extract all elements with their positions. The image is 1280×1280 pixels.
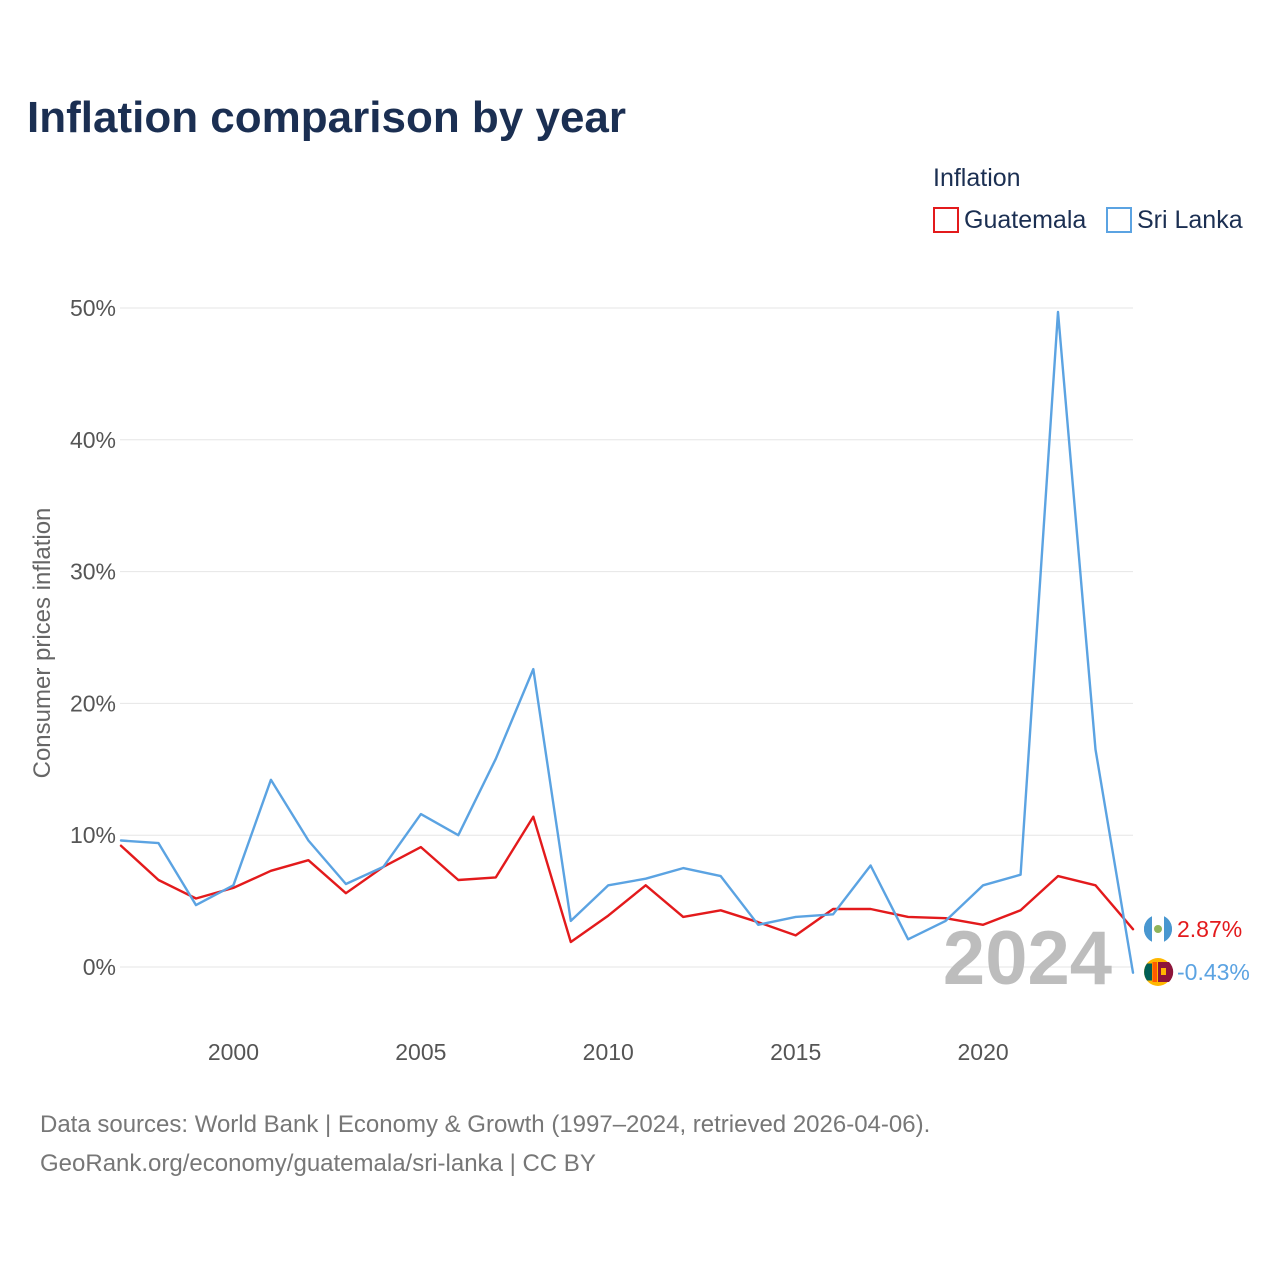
data-point-sri-lanka[interactable] bbox=[756, 922, 761, 927]
y-tick-label: 40% bbox=[70, 427, 116, 453]
y-axis-ticks: 0% 10% 20% 30% 40% 50% bbox=[70, 295, 116, 980]
data-point-sri-lanka[interactable] bbox=[906, 937, 911, 942]
series-layer: 2.87% -0.43% bbox=[119, 309, 1250, 985]
legend-label-guatemala: Guatemala bbox=[964, 206, 1086, 234]
end-value-label-guatemala: 2.87% bbox=[1177, 916, 1242, 942]
data-point-sri-lanka[interactable] bbox=[718, 874, 723, 879]
x-tick-label: 2005 bbox=[395, 1039, 446, 1065]
footer-link[interactable]: GeoRank.org/economy/guatemala/sri-lanka … bbox=[40, 1150, 596, 1177]
y-tick-label: 10% bbox=[70, 822, 116, 848]
data-point-guatemala[interactable] bbox=[1056, 874, 1061, 879]
data-point-guatemala[interactable] bbox=[793, 933, 798, 938]
data-point-sri-lanka[interactable] bbox=[493, 756, 498, 761]
data-point-guatemala[interactable] bbox=[1018, 908, 1023, 913]
data-point-guatemala[interactable] bbox=[981, 922, 986, 927]
data-point-guatemala[interactable] bbox=[119, 843, 124, 848]
flag-guatemala-icon bbox=[1143, 915, 1173, 943]
legend-item-sri-lanka[interactable]: Sri Lanka bbox=[1106, 206, 1243, 234]
chart-title: Inflation comparison by year bbox=[27, 93, 626, 142]
data-point-sri-lanka[interactable] bbox=[231, 883, 236, 888]
data-point-sri-lanka[interactable] bbox=[793, 914, 798, 919]
data-point-guatemala[interactable] bbox=[718, 908, 723, 913]
data-point-sri-lanka[interactable] bbox=[1093, 747, 1098, 752]
gridlines bbox=[120, 307, 1133, 968]
data-point-sri-lanka[interactable] bbox=[1131, 970, 1136, 975]
data-point-guatemala[interactable] bbox=[306, 858, 311, 863]
legend-title: Inflation bbox=[933, 164, 1021, 192]
y-tick-label: 20% bbox=[70, 690, 116, 716]
legend-item-guatemala[interactable]: Guatemala bbox=[933, 206, 1086, 234]
x-tick-label: 2015 bbox=[770, 1039, 821, 1065]
y-tick-label: 50% bbox=[70, 295, 116, 321]
legend-swatch-guatemala bbox=[933, 207, 959, 233]
data-point-sri-lanka[interactable] bbox=[306, 838, 311, 843]
data-point-guatemala[interactable] bbox=[906, 914, 911, 919]
data-point-guatemala[interactable] bbox=[418, 845, 423, 850]
data-point-sri-lanka[interactable] bbox=[1018, 872, 1023, 877]
data-point-sri-lanka[interactable] bbox=[456, 833, 461, 838]
data-point-sri-lanka[interactable] bbox=[156, 841, 161, 846]
data-point-guatemala[interactable] bbox=[606, 913, 611, 918]
data-point-sri-lanka[interactable] bbox=[943, 918, 948, 923]
current-year-watermark: 2024 bbox=[943, 916, 1112, 1001]
data-point-sri-lanka[interactable] bbox=[606, 883, 611, 888]
data-point-guatemala[interactable] bbox=[568, 939, 573, 944]
y-tick-label: 0% bbox=[83, 954, 116, 980]
data-point-guatemala[interactable] bbox=[343, 891, 348, 896]
end-value-label-sri-lanka: -0.43% bbox=[1177, 959, 1250, 985]
data-point-guatemala[interactable] bbox=[643, 883, 648, 888]
x-tick-label: 2020 bbox=[957, 1039, 1008, 1065]
legend-label-sri-lanka: Sri Lanka bbox=[1137, 206, 1243, 234]
data-point-guatemala[interactable] bbox=[681, 914, 686, 919]
data-point-guatemala[interactable] bbox=[268, 868, 273, 873]
series-line-sri-lanka[interactable] bbox=[119, 310, 1135, 974]
data-point-guatemala[interactable] bbox=[1131, 927, 1136, 932]
data-point-guatemala[interactable] bbox=[1093, 883, 1098, 888]
data-point-sri-lanka[interactable] bbox=[681, 866, 686, 871]
data-point-sri-lanka[interactable] bbox=[568, 918, 573, 923]
data-point-sri-lanka[interactable] bbox=[643, 876, 648, 881]
x-axis-ticks: 2000 2005 2010 2015 2020 bbox=[208, 1039, 1009, 1065]
data-point-sri-lanka[interactable] bbox=[268, 777, 273, 782]
data-point-sri-lanka[interactable] bbox=[868, 863, 873, 868]
footer-sources: Data sources: World Bank | Economy & Gro… bbox=[40, 1111, 930, 1138]
data-point-guatemala[interactable] bbox=[531, 814, 536, 819]
data-point-sri-lanka[interactable] bbox=[1056, 309, 1061, 314]
legend-swatch-sri-lanka bbox=[1106, 207, 1132, 233]
data-point-sri-lanka[interactable] bbox=[343, 881, 348, 886]
x-tick-label: 2010 bbox=[583, 1039, 634, 1065]
series-line-guatemala[interactable] bbox=[119, 815, 1135, 944]
data-point-guatemala[interactable] bbox=[156, 878, 161, 883]
data-point-guatemala[interactable] bbox=[868, 907, 873, 912]
data-point-guatemala[interactable] bbox=[493, 875, 498, 880]
data-point-sri-lanka[interactable] bbox=[981, 883, 986, 888]
flag-sri-lanka-icon bbox=[1144, 958, 1174, 986]
data-point-sri-lanka[interactable] bbox=[381, 864, 386, 869]
data-point-sri-lanka[interactable] bbox=[119, 838, 124, 843]
x-tick-label: 2000 bbox=[208, 1039, 259, 1065]
y-tick-label: 30% bbox=[70, 559, 116, 585]
data-point-sri-lanka[interactable] bbox=[531, 667, 536, 672]
data-point-sri-lanka[interactable] bbox=[193, 903, 198, 908]
data-point-sri-lanka[interactable] bbox=[418, 812, 423, 817]
data-point-sri-lanka[interactable] bbox=[831, 912, 836, 917]
y-axis-label: Consumer prices inflation bbox=[29, 508, 56, 779]
data-point-guatemala[interactable] bbox=[456, 878, 461, 883]
